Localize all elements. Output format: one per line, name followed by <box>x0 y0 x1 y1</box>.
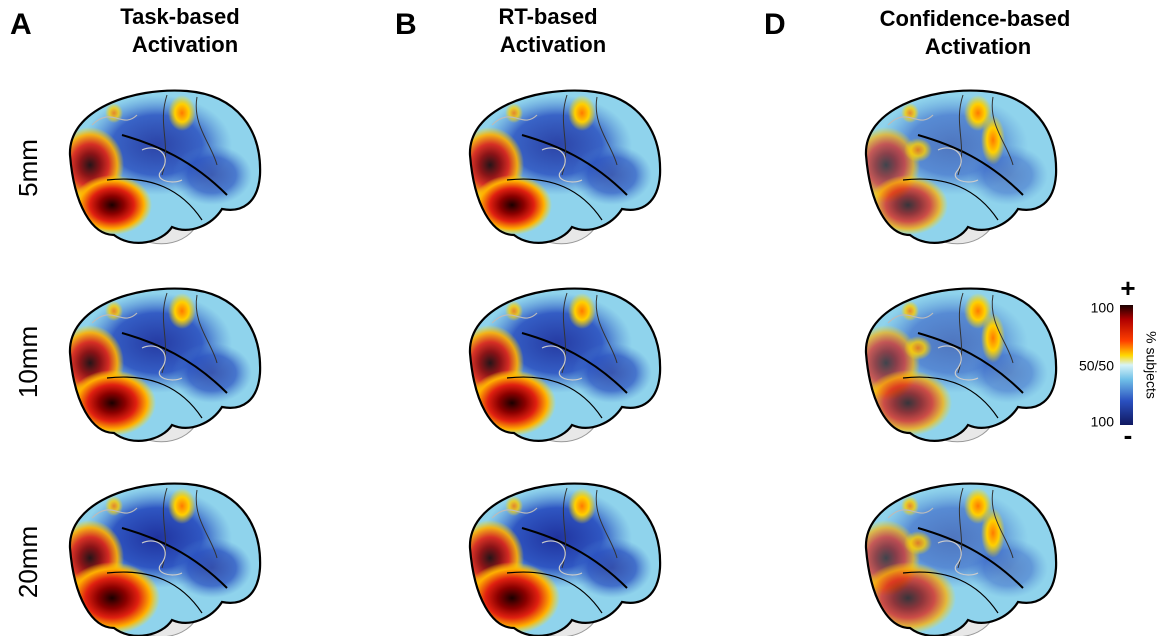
panel-title: Activation <box>500 32 606 57</box>
yellow-spot <box>904 336 932 360</box>
panel-title: RT-based <box>498 4 597 29</box>
red-region <box>472 175 552 235</box>
yellow-spot <box>568 95 596 131</box>
colorbar-minus: - <box>1124 420 1133 450</box>
blue-region <box>968 145 1048 205</box>
brain-grid <box>56 85 1058 636</box>
blue-region <box>968 538 1048 598</box>
row-label: 10mm <box>13 326 43 398</box>
blue-region <box>172 538 252 598</box>
colorbar-bottom: 100 <box>1091 414 1115 430</box>
yellow-spot <box>105 496 123 516</box>
brain-fill <box>56 478 262 636</box>
blue-region <box>572 145 652 205</box>
colorbar-label: % subjects <box>1143 331 1159 399</box>
blue-region <box>968 343 1048 403</box>
blue-region <box>172 145 252 205</box>
colorbar-gradient <box>1120 305 1133 425</box>
yellow-spot <box>981 115 1005 165</box>
colorbar-top: 100 <box>1091 300 1115 316</box>
panel-letter: D <box>764 8 786 41</box>
yellow-spot <box>168 293 196 329</box>
panel-letter: B <box>395 8 417 41</box>
yellow-spot <box>168 488 196 524</box>
yellow-spot <box>981 313 1005 363</box>
yellow-spot <box>505 301 523 321</box>
brain <box>456 85 662 250</box>
panel-letter: A <box>10 8 32 41</box>
panel-title: Activation <box>925 34 1031 59</box>
panel-title: Activation <box>132 32 238 57</box>
brain <box>56 478 262 636</box>
panel-title: Confidence-based <box>880 6 1071 31</box>
blue-region <box>572 538 652 598</box>
yellow-spot <box>904 531 932 555</box>
colorbar-plus: + <box>1120 273 1135 303</box>
yellow-spot <box>568 488 596 524</box>
brain <box>852 478 1058 636</box>
blue-region <box>572 343 652 403</box>
yellow-spot <box>568 293 596 329</box>
blue-region <box>172 343 252 403</box>
brain <box>56 85 262 250</box>
yellow-spot <box>901 103 919 123</box>
colorbar-middle: 50/50 <box>1079 358 1114 374</box>
row-label: 20mm <box>13 526 43 598</box>
brain <box>56 283 262 448</box>
brain-fill <box>852 85 1058 250</box>
brain-fill <box>56 85 262 250</box>
yellow-spot <box>901 496 919 516</box>
brain <box>852 283 1058 448</box>
figure: A Task-based Activation B RT-based Activ… <box>0 0 1161 636</box>
yellow-spot <box>105 103 123 123</box>
red-region <box>72 175 152 235</box>
yellow-spot <box>901 301 919 321</box>
brain-fill <box>456 283 662 448</box>
brain-fill <box>456 85 662 250</box>
brain <box>456 478 662 636</box>
brain-fill <box>456 478 662 636</box>
yellow-spot <box>904 138 932 162</box>
red-region <box>868 175 948 235</box>
brain <box>852 85 1058 250</box>
yellow-spot <box>168 95 196 131</box>
panel-title: Task-based <box>120 4 239 29</box>
brain-fill <box>852 283 1058 448</box>
row-label: 5mm <box>13 139 43 197</box>
brain-fill <box>56 283 262 448</box>
yellow-spot <box>505 103 523 123</box>
brain <box>456 283 662 448</box>
yellow-spot <box>505 496 523 516</box>
yellow-spot <box>981 508 1005 558</box>
yellow-spot <box>105 301 123 321</box>
brain-fill <box>852 478 1058 636</box>
colorbar: + - 100 50/50 100 % subjects <box>1079 273 1159 450</box>
